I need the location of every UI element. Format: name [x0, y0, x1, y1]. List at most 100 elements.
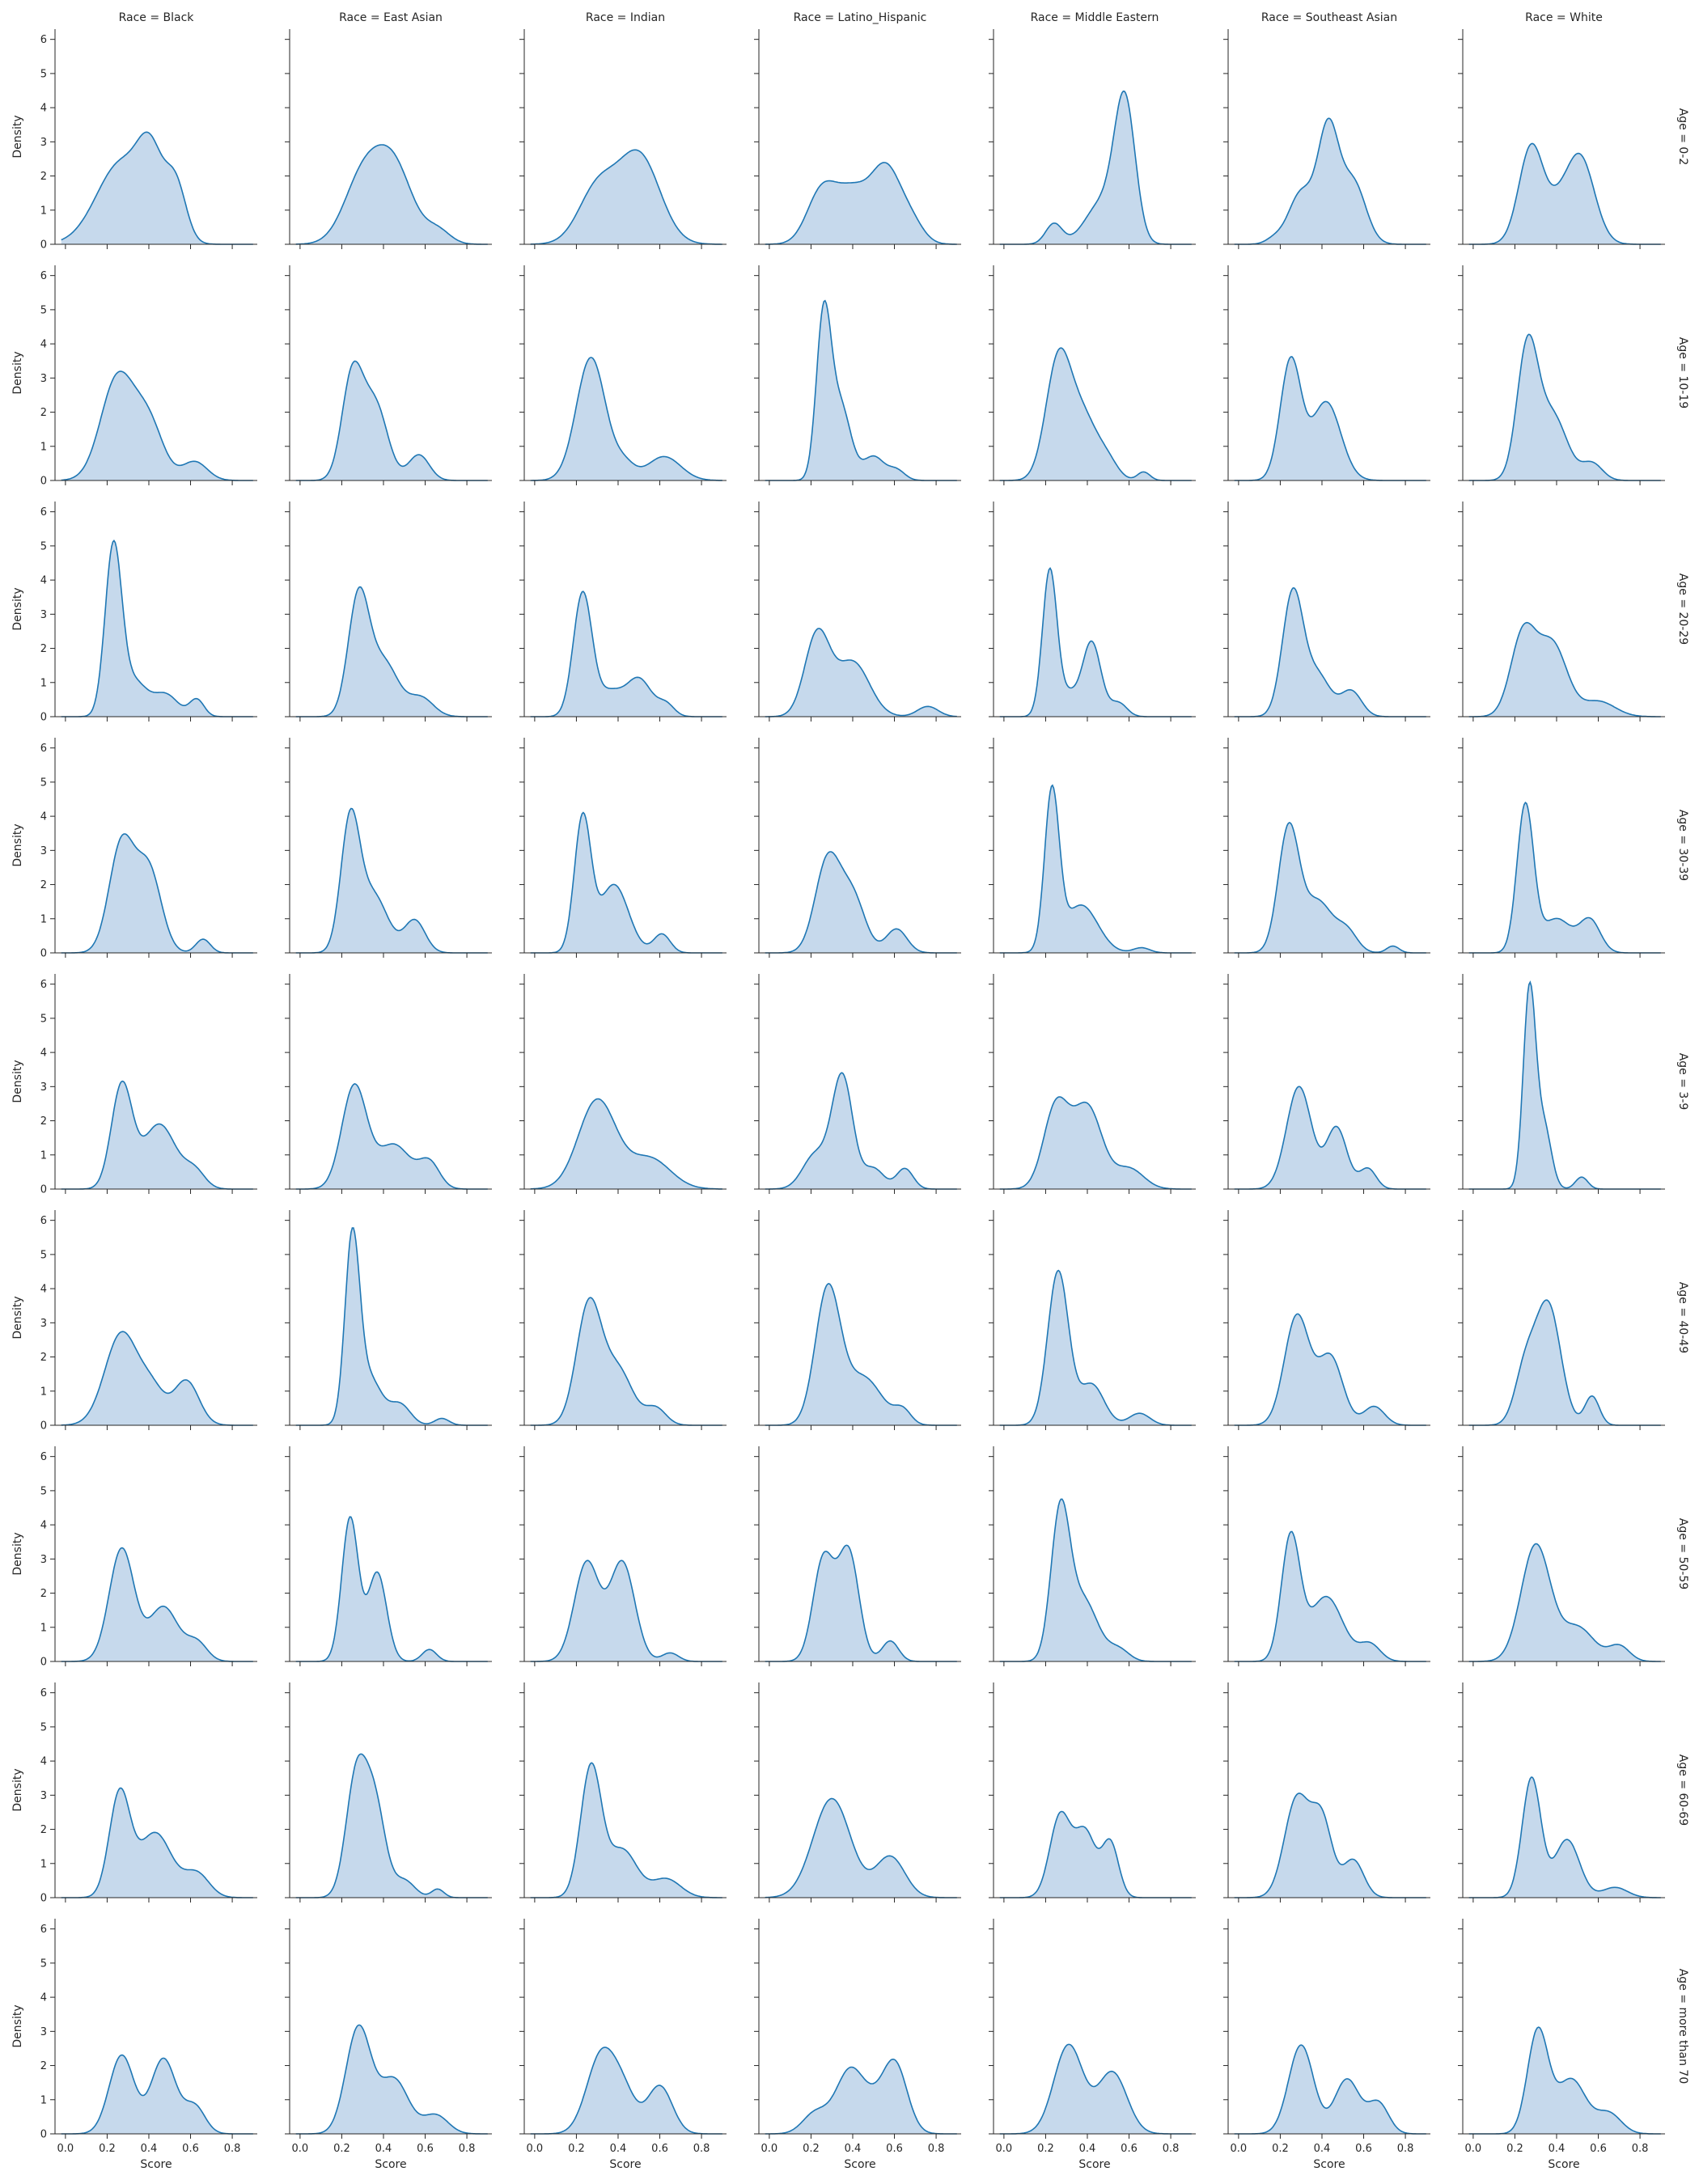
y-tick-label: 0 [40, 1184, 47, 1196]
x-axis-label: Score [140, 2158, 172, 2171]
y-tick-label: 1 [40, 2094, 47, 2106]
x-tick-label: 0.8 [224, 2143, 241, 2155]
kde-fill-r0-c5 [1234, 118, 1426, 244]
y-tick-label: 5 [40, 1485, 47, 1497]
y-axis-label: Density [11, 1296, 24, 1339]
kde-line-r3-c5 [1234, 821, 1426, 954]
kde-fill-r0-c2 [530, 150, 722, 244]
kde-fill-r7-c1 [295, 1754, 488, 1898]
y-tick-label: 5 [40, 68, 47, 80]
kde-fill-r5-c4 [999, 1270, 1192, 1425]
y-tick-label: 5 [40, 540, 47, 552]
y-tick-label: 4 [40, 1284, 47, 1296]
kde-line-r1-c2 [530, 357, 722, 481]
kde-line-r6-c5 [1234, 1530, 1426, 1662]
x-tick-label: 0.4 [845, 2143, 862, 2155]
x-tick-label: 0.8 [1163, 2143, 1180, 2155]
kde-fill-r6-c1 [295, 1517, 488, 1661]
y-tick-label: 3 [40, 2026, 47, 2038]
x-tick-label: 0.0 [1231, 2143, 1248, 2155]
kde-fill-r3-c2 [530, 812, 722, 953]
y-tick-label: 4 [40, 1048, 47, 1060]
y-tick-label: 4 [40, 1520, 47, 1532]
x-tick-label: 0.8 [928, 2143, 945, 2155]
kde-line-r4-c1 [295, 1083, 488, 1190]
kde-line-r6-c0 [61, 1547, 253, 1662]
kde-line-r8-c3 [765, 2058, 957, 2135]
y-tick-label: 1 [40, 1622, 47, 1634]
kde-line-r1-c3 [765, 299, 957, 481]
column-title: Race = Latino_Hispanic [794, 11, 927, 24]
kde-fill-r4-c4 [999, 1097, 1192, 1189]
kde-fill-r2-c3 [765, 628, 957, 717]
kde-fill-r8-c5 [1234, 2045, 1426, 2134]
kde-line-r6-c2 [530, 1560, 722, 1662]
x-tick-label: 0.2 [1272, 2143, 1289, 2155]
y-tick-label: 3 [40, 373, 47, 385]
y-tick-label: 4 [40, 103, 47, 115]
y-tick-label: 2 [40, 1588, 47, 1600]
x-tick-label: 0.6 [182, 2143, 199, 2155]
y-tick-label: 0 [40, 239, 47, 252]
y-tick-label: 1 [40, 205, 47, 217]
x-tick-label: 0.0 [57, 2143, 74, 2155]
y-tick-label: 5 [40, 1013, 47, 1025]
y-axis-label: Density [11, 1768, 24, 1811]
x-axis-label: Score [609, 2158, 641, 2171]
kde-line-r5-c1 [295, 1227, 488, 1426]
column-title: Race = Middle Eastern [1031, 11, 1159, 24]
kde-fill-r2-c1 [295, 586, 488, 717]
y-axis-label: Density [11, 587, 24, 630]
kde-fill-r4-c1 [295, 1083, 488, 1189]
kde-line-r8-c2 [530, 2046, 722, 2135]
kde-fill-r0-c0 [61, 132, 253, 244]
kde-line-r7-c0 [61, 1787, 253, 1898]
x-tick-label: 0.2 [568, 2143, 585, 2155]
y-tick-label: 6 [40, 270, 47, 282]
kde-line-r5-c5 [1234, 1313, 1426, 1426]
kde-fill-r4-c3 [765, 1073, 957, 1189]
kde-fill-r2-c5 [1234, 587, 1426, 717]
y-tick-label: 2 [40, 1824, 47, 1836]
x-tick-label: 0.2 [333, 2143, 350, 2155]
x-tick-label: 0.4 [1549, 2143, 1566, 2155]
y-tick-label: 1 [40, 1858, 47, 1870]
kde-fill-r1-c4 [999, 348, 1192, 480]
row-title: Age = 10-19 [1676, 337, 1689, 408]
x-axis-label: Score [375, 2158, 406, 2171]
kde-line-r7-c3 [765, 1797, 957, 1898]
y-tick-label: 1 [40, 441, 47, 453]
y-axis-label: Density [11, 351, 24, 394]
kde-line-r0-c1 [295, 144, 488, 245]
row-title: Age = 40-49 [1676, 1282, 1689, 1353]
y-tick-label: 6 [40, 34, 47, 46]
y-tick-label: 2 [40, 2060, 47, 2072]
y-axis-label: Density [11, 2004, 24, 2047]
y-tick-label: 0 [40, 2129, 47, 2141]
kde-fill-r4-c2 [530, 1098, 722, 1189]
kde-line-r0-c3 [765, 162, 957, 245]
column-title: Race = White [1525, 11, 1603, 24]
kde-fill-r8-c1 [295, 2025, 488, 2134]
y-tick-label: 5 [40, 1249, 47, 1261]
x-tick-label: 0.8 [459, 2143, 476, 2155]
kde-fill-r3-c5 [1234, 822, 1426, 953]
kde-line-r8-c1 [295, 2024, 488, 2135]
x-tick-label: 0.4 [375, 2143, 392, 2155]
x-tick-label: 0.8 [1397, 2143, 1414, 2155]
row-title: Age = 3-9 [1676, 1053, 1689, 1111]
kde-fill-r5-c3 [765, 1283, 957, 1425]
y-tick-label: 0 [40, 712, 47, 724]
x-axis-label: Score [1548, 2158, 1579, 2171]
kde-fill-r6-c2 [530, 1560, 722, 1661]
kde-fill-r5-c5 [1234, 1314, 1426, 1425]
y-tick-label: 0 [40, 476, 47, 488]
y-tick-label: 5 [40, 1721, 47, 1733]
column-title: Race = Southeast Asian [1261, 11, 1397, 24]
kde-fill-r6-c5 [1234, 1531, 1426, 1661]
kde-line-r2-c3 [765, 628, 957, 717]
y-tick-label: 2 [40, 879, 47, 891]
kde-fill-r3-c0 [61, 833, 253, 953]
y-tick-label: 1 [40, 677, 47, 689]
x-tick-label: 0.2 [99, 2143, 116, 2155]
